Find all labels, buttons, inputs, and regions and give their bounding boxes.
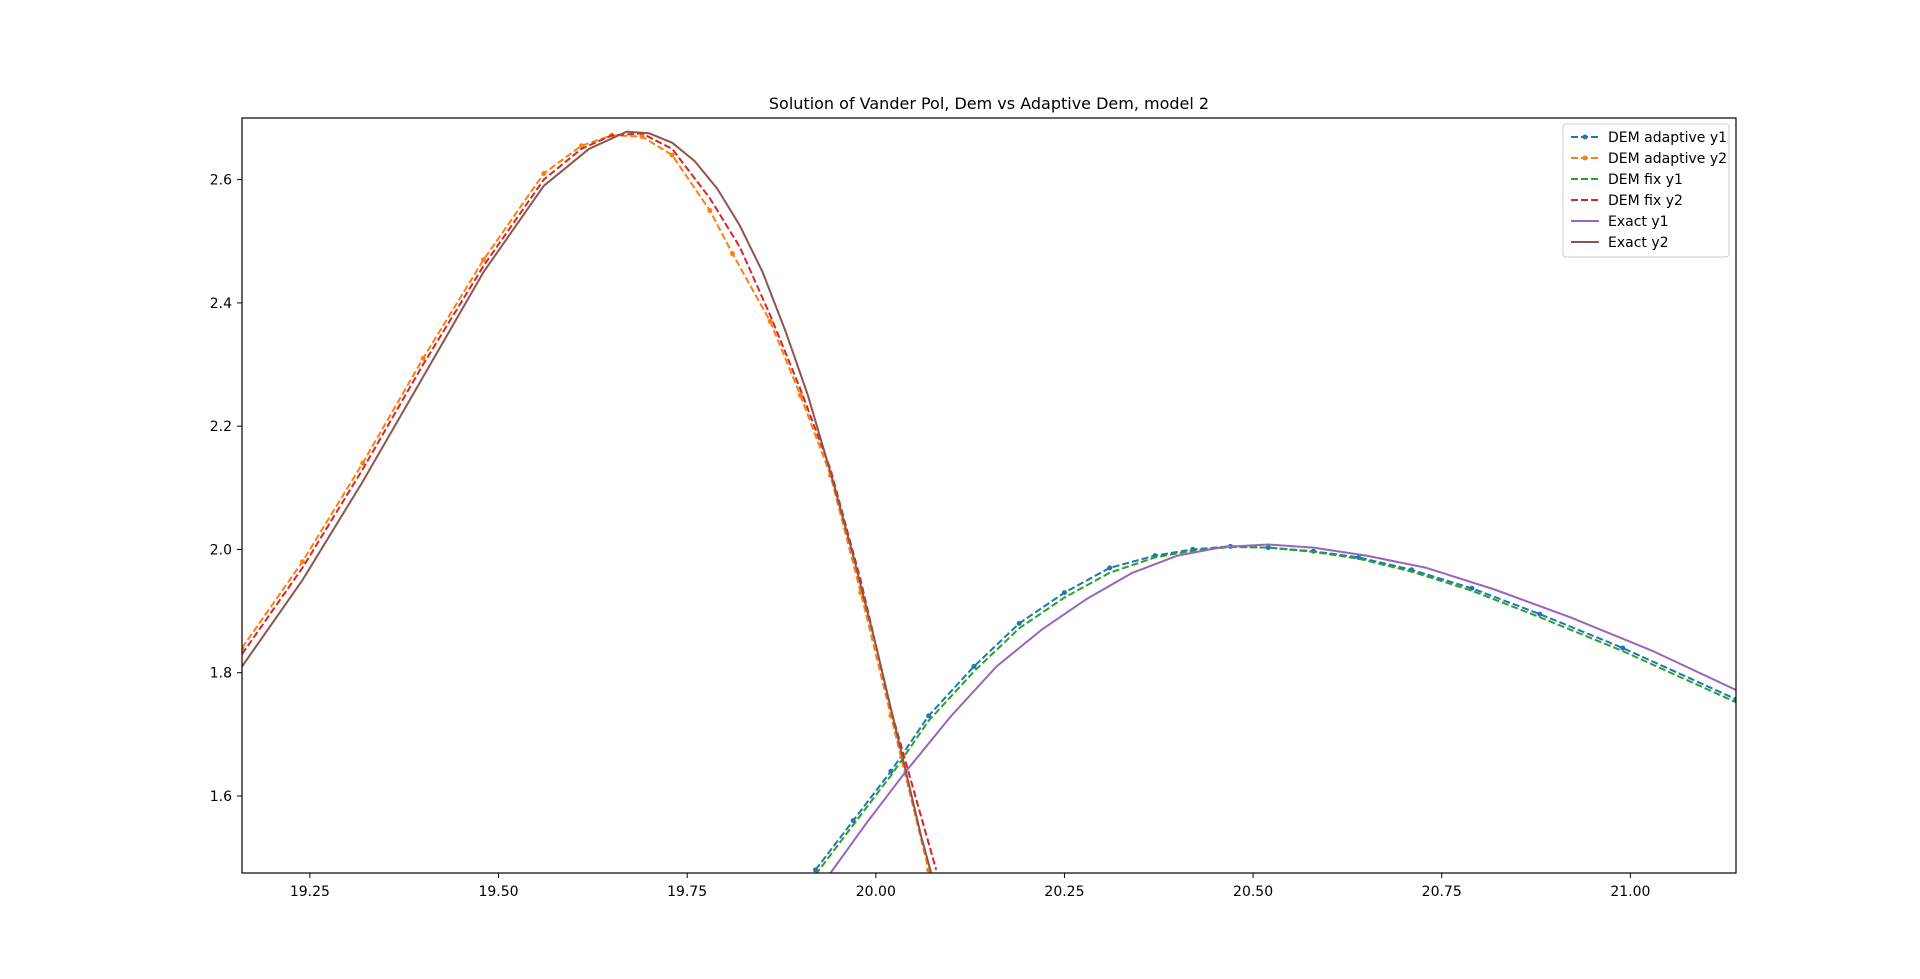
y-tick-label: 1.8 [210,666,232,682]
data-point-dem-adaptive-y1 [1107,565,1113,571]
data-point-dem-adaptive-y2 [242,645,245,651]
data-point-dem-adaptive-y1 [1061,590,1067,596]
data-point-dem-adaptive-y1 [926,713,932,719]
y-tick-label: 2.6 [210,173,232,189]
data-point-dem-adaptive-y2 [767,318,773,324]
x-tick-label: 20.50 [1233,884,1273,900]
plot-frame [241,117,1737,874]
legend-box [1562,123,1730,258]
data-point-dem-adaptive-y2 [669,152,675,158]
series-line-dem-fix-y2 [242,132,938,871]
legend-label-dem-fix-y2: DEM fix y2 [1608,193,1683,209]
data-point-dem-adaptive-y1 [888,768,894,774]
data-point-dem-adaptive-y2 [729,251,735,257]
y-tick-label: 2.2 [210,419,232,435]
chart-title: Solution of Vander Pol, Dem vs Adaptive … [769,94,1209,113]
data-point-dem-adaptive-y2 [299,559,305,565]
legend-label-exact-y2: Exact y2 [1608,235,1669,251]
data-point-dem-adaptive-y1 [1016,620,1022,626]
data-point-dem-adaptive-y2 [639,133,645,139]
legend-marker-dem-adaptive-y1 [1582,134,1588,140]
data-point-dem-adaptive-y1 [971,664,977,670]
data-point-dem-adaptive-y2 [707,207,713,213]
series-line-dem-fix-y1 [815,546,1736,873]
x-tick-label: 21.00 [1610,884,1650,900]
data-point-dem-adaptive-y1 [1265,545,1271,551]
data-point-dem-adaptive-y1 [1620,645,1626,651]
data-point-dem-adaptive-y2 [360,460,366,466]
x-tick-label: 20.25 [1044,884,1084,900]
legend-label-dem-fix-y1: DEM fix y1 [1608,172,1683,188]
data-point-dem-adaptive-y2 [480,257,486,263]
axis-ticks: 19.25 19.50 19.75 20.00 20.25 20.50 20.75 21.00… [210,173,1651,900]
y-tick-label: 2.0 [210,542,232,558]
series-line-exact-y1 [829,543,1736,873]
series-line-exact-y2 [242,130,933,873]
x-tick-label: 20.00 [856,884,896,900]
plot-series [242,130,1736,873]
data-point-dem-adaptive-y2 [797,392,803,398]
legend-marker-dem-adaptive-y2 [1582,155,1588,161]
y-tick-label: 2.4 [210,296,232,312]
x-tick-label: 19.25 [290,884,330,900]
data-point-dem-adaptive-y2 [579,143,585,149]
series-line-dem-adaptive-y2 [242,134,930,871]
legend-label-exact-y1: Exact y1 [1608,214,1669,230]
x-tick-label: 19.75 [667,884,707,900]
data-point-dem-adaptive-y2 [420,355,426,361]
x-tick-label: 20.75 [1422,884,1462,900]
data-point-dem-adaptive-y2 [541,170,547,176]
data-point-dem-adaptive-y1 [812,867,818,873]
x-tick-label: 19.50 [478,884,518,900]
legend: DEM adaptive y1 DEM adaptive y2 DEM fix y1… [1562,123,1730,258]
legend-label-dem-adaptive-y2: DEM adaptive y2 [1608,151,1727,167]
data-point-dem-adaptive-y1 [1537,611,1543,617]
legend-label-dem-adaptive-y1: DEM adaptive y1 [1608,130,1727,146]
y-tick-label: 1.6 [210,789,232,805]
